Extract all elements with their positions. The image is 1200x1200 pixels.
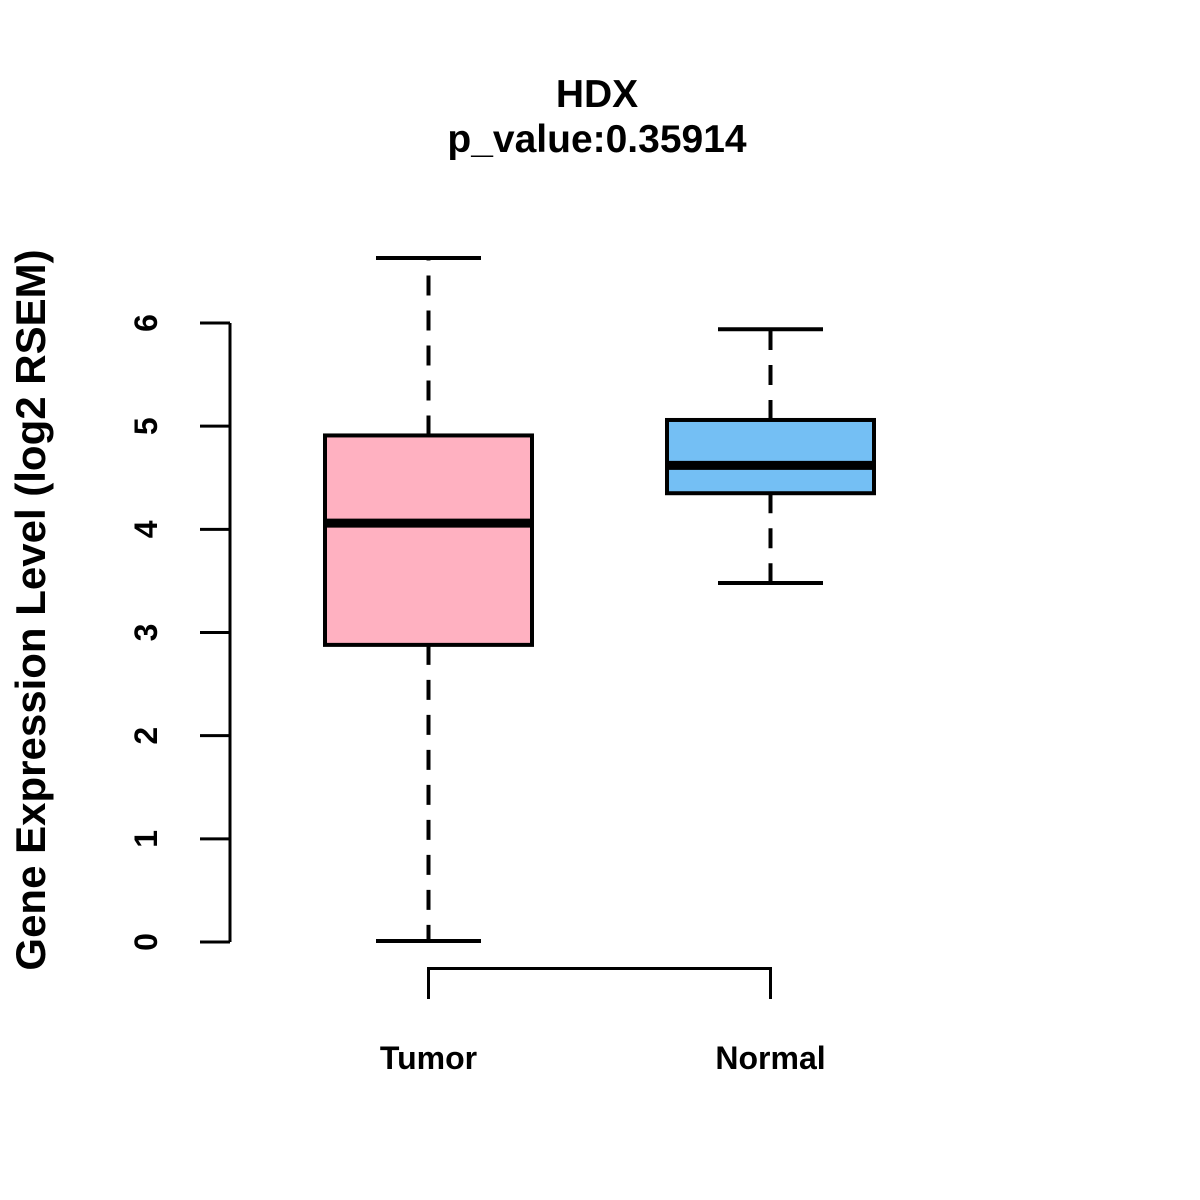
normal-box (665, 417, 876, 496)
y-tick-label: 2 (128, 727, 164, 745)
y-axis-title: Gene Expression Level (log2 RSEM) (7, 249, 54, 970)
tumor-box (323, 433, 534, 647)
x-tick-label-normal: Normal (715, 1040, 825, 1076)
y-tick-label: 5 (128, 417, 164, 435)
chart-title: HDX (556, 73, 638, 116)
x-tick-label-tumor: Tumor (380, 1040, 477, 1076)
chart-subtitle: p_value:0.35914 (447, 118, 747, 161)
y-tick-label: 6 (128, 314, 164, 332)
y-tick-label: 4 (128, 520, 164, 538)
y-tick-label: 0 (128, 933, 164, 951)
y-tick-label: 3 (128, 624, 164, 642)
y-tick-label: 1 (128, 830, 164, 848)
x-axis-bracket (427, 967, 772, 999)
